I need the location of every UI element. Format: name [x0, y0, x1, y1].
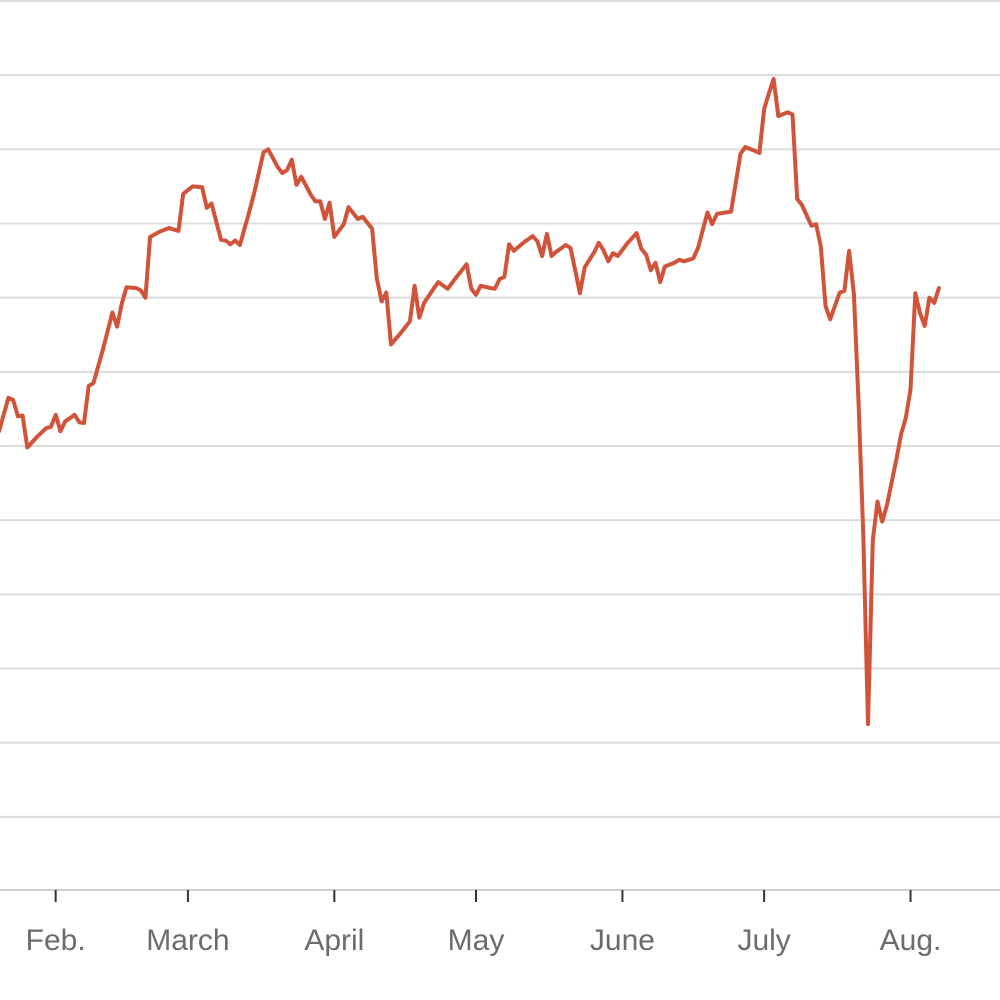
x-axis: Feb. March April May June July Aug. — [26, 890, 942, 957]
x-tick-label: March — [146, 924, 229, 957]
series-line — [0, 76, 941, 727]
x-tick-label: June — [590, 924, 655, 957]
series-group — [0, 76, 941, 727]
x-tick-label: April — [304, 924, 364, 957]
x-tick-label: July — [737, 924, 790, 957]
x-tick-label: Aug. — [880, 924, 942, 957]
x-tick-label: Feb. — [26, 924, 86, 957]
x-tick-label: May — [448, 924, 505, 957]
gridlines — [0, 0, 1000, 891]
